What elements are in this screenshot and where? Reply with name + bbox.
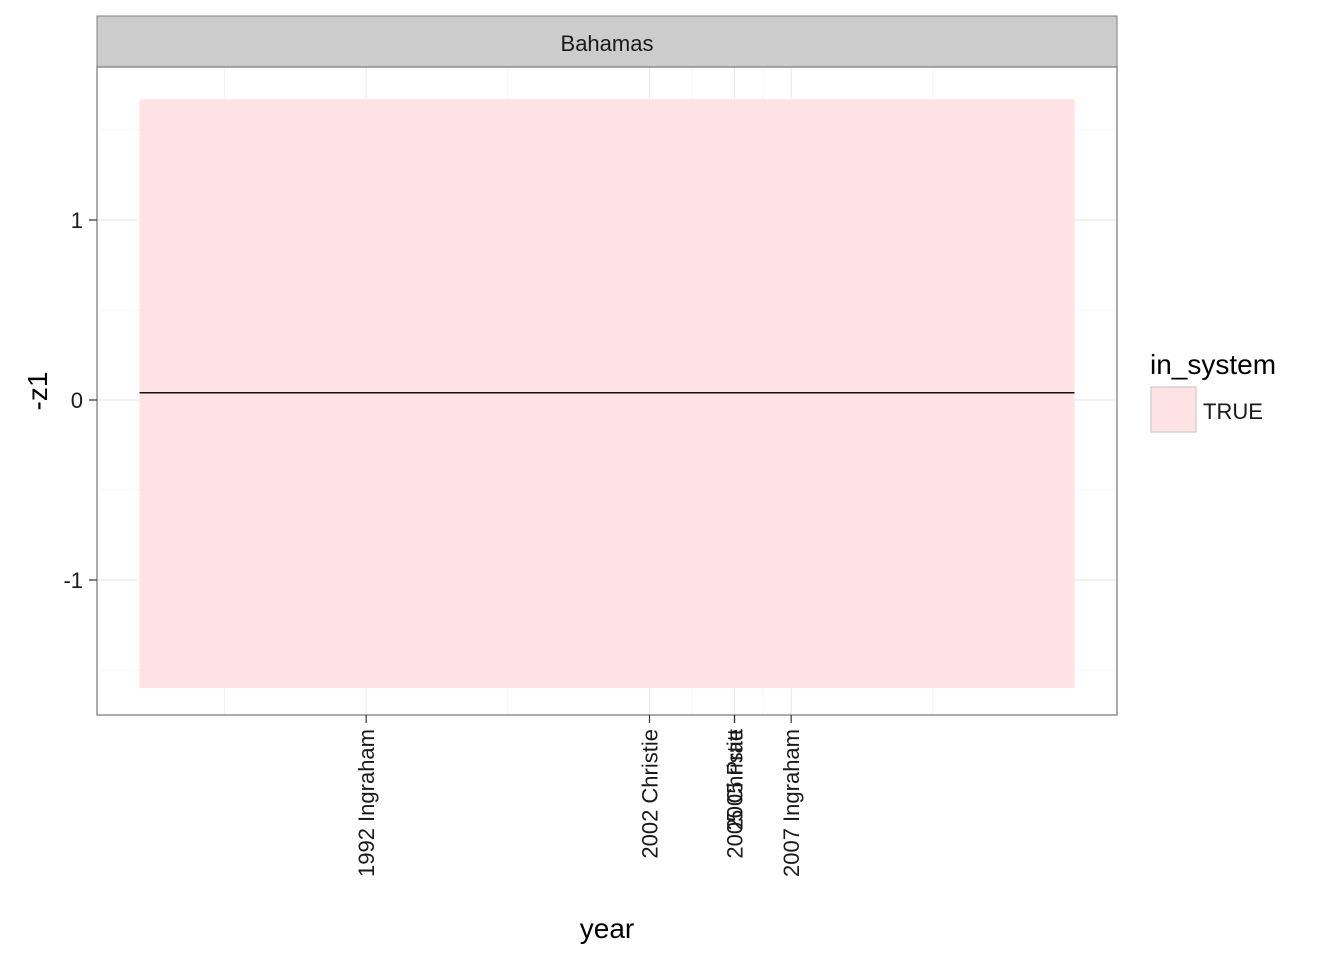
ribbon-layer	[139, 99, 1075, 688]
facet-strip	[96, 15, 1118, 68]
x-tick-label: 1992 Ingraham	[354, 729, 379, 877]
y-axis-title: -z1	[22, 372, 53, 411]
facet-strip-label: Bahamas	[561, 31, 654, 56]
x-axis-title: year	[580, 913, 634, 944]
y-tick-label: 1	[71, 208, 83, 233]
x-tick-label: 2005 Pratt	[723, 729, 748, 831]
x-tick-label: 2002 Christie	[638, 729, 663, 859]
x-axis: 1992 Ingraham 2002 Christie 2005 Pratt2005…	[354, 715, 804, 877]
legend-key-true	[1150, 386, 1197, 433]
x-tick-label: 2007 Ingraham	[779, 729, 804, 877]
confidence-ribbon	[139, 99, 1075, 688]
y-tick-label: 0	[71, 388, 83, 413]
legend: in_system TRUE	[1150, 349, 1276, 433]
x-tick-label: 2005 Christie	[723, 729, 748, 859]
legend-label-true: TRUE	[1203, 399, 1263, 424]
y-axis: -1 0 1	[63, 208, 97, 593]
panel-border	[96, 66, 1118, 716]
y-tick-label: -1	[63, 568, 83, 593]
legend-title: in_system	[1150, 349, 1276, 380]
